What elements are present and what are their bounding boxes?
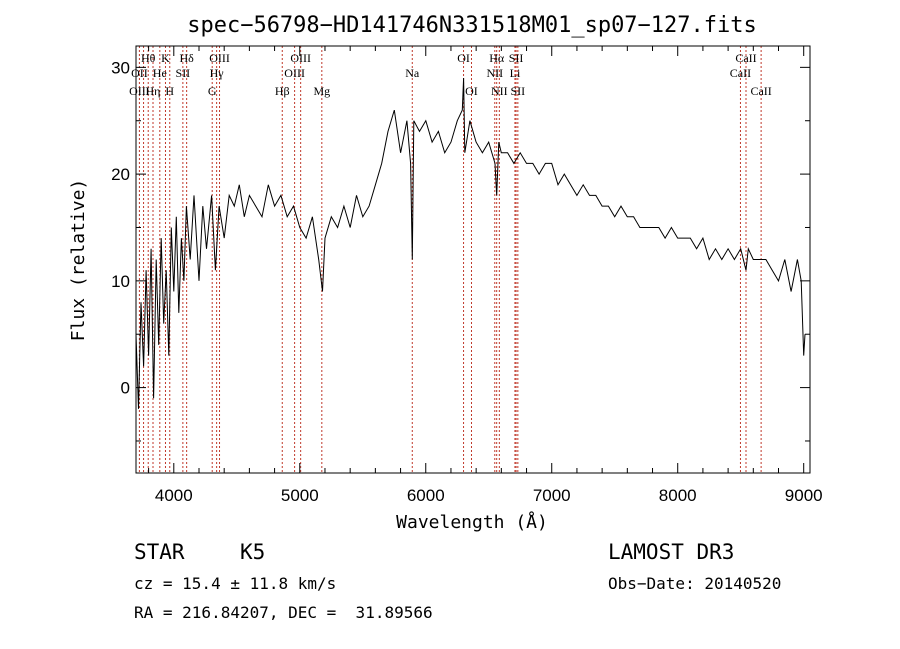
line-label: Mg xyxy=(313,84,330,98)
line-label: Li xyxy=(510,66,521,80)
line-label: He xyxy=(153,66,167,80)
x-tick-label: 8000 xyxy=(659,486,697,505)
x-axis-label: Wavelength (Å) xyxy=(396,511,548,533)
y-tick-label: 0 xyxy=(121,379,130,398)
line-label: OI xyxy=(457,51,470,65)
line-label: Hδ xyxy=(179,51,194,65)
line-label: OIII xyxy=(284,66,305,80)
line-label: SII xyxy=(509,51,524,65)
line-label: Hγ xyxy=(210,66,225,80)
line-label: NII xyxy=(491,84,508,98)
y-tick-label: 30 xyxy=(111,58,130,77)
subclass: K5 xyxy=(240,540,266,564)
line-label: Hθ xyxy=(141,51,156,65)
x-axis-ticks: 4000 5000 6000 7000 8000 9000 xyxy=(148,46,823,505)
line-label: CaII xyxy=(750,84,771,98)
x-tick-label: 4000 xyxy=(155,486,193,505)
line-label: NII xyxy=(486,66,503,80)
y-tick-label: 20 xyxy=(111,165,130,184)
x-tick-label: 6000 xyxy=(407,486,445,505)
line-label: G xyxy=(208,84,217,98)
line-label: OIII xyxy=(290,51,311,65)
line-label: CaII xyxy=(735,51,756,65)
line-label: Hα xyxy=(489,51,505,65)
axes-box xyxy=(135,45,811,474)
y-tick-label: 10 xyxy=(111,272,130,291)
line-label: Na xyxy=(405,66,420,80)
line-label: CaII xyxy=(730,66,751,80)
coordinates: RA = 216.84207, DEC = 31.89566 xyxy=(134,603,433,622)
line-label: SII xyxy=(176,66,191,80)
x-tick-label: 5000 xyxy=(281,486,319,505)
line-label: K xyxy=(161,51,170,65)
obs-date: Obs−Date: 20140520 xyxy=(608,574,782,593)
y-axis-label: Flux (relative) xyxy=(68,179,89,342)
x-tick-label: 7000 xyxy=(533,486,571,505)
x-tick-label: 9000 xyxy=(785,486,823,505)
line-label: Hη xyxy=(146,84,161,98)
y-axis-ticks: 0 10 20 30 xyxy=(111,58,810,442)
survey-name: LAMOST DR3 xyxy=(608,540,735,564)
object-class: STAR xyxy=(134,540,185,564)
emission-line-markers xyxy=(138,46,762,473)
redshift-value: cz = 15.4 ± 11.8 km/s xyxy=(134,574,337,593)
spectrum-line xyxy=(135,77,806,409)
line-label: SII xyxy=(511,84,526,98)
line-label: OIII xyxy=(209,51,230,65)
line-label: OIII xyxy=(129,84,150,98)
chart-title: spec−56798−HD141746N331518M01_sp07−127.f… xyxy=(187,13,757,38)
line-label: OI xyxy=(465,84,478,98)
line-label: Hβ xyxy=(275,84,290,98)
line-label: H xyxy=(165,84,174,98)
plot-area: 4000 5000 6000 7000 8000 9000 0 10 20 30 Hθ K Hδ OI… xyxy=(111,45,823,505)
line-label: OII xyxy=(131,66,148,80)
